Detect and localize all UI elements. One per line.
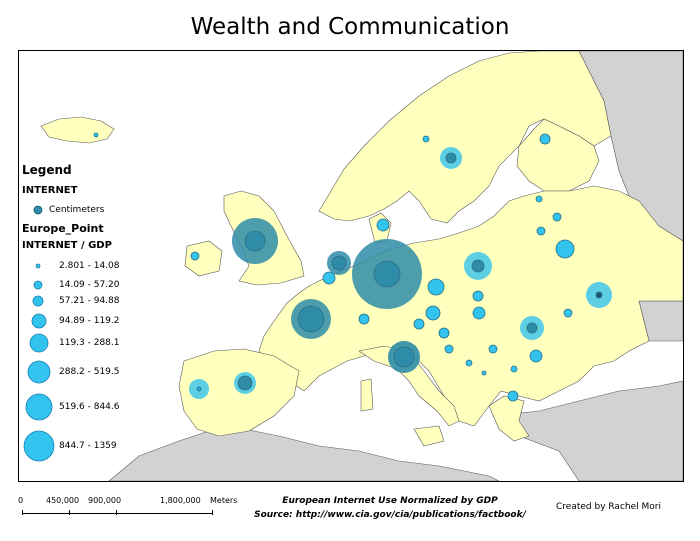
map-title: Wealth and Communication <box>190 14 510 40</box>
legend-class-5-symbol <box>29 333 49 353</box>
non-europe-land <box>108 51 683 481</box>
legend-heading: Legend <box>22 163 72 177</box>
legend-class-5-label: 119.3 - 288.1 <box>59 338 120 348</box>
scale-tick <box>116 510 117 515</box>
credits-line-2: Source: http://www.cia.gov/cia/publicati… <box>254 510 526 520</box>
legend-class-3-label: 57.21 - 94.88 <box>59 296 120 306</box>
legend-class-7-symbol <box>25 393 53 421</box>
legend: Legend INTERNET Centimeters Europe_Point… <box>19 51 169 481</box>
legend-class-6-label: 288.2 - 519.5 <box>59 367 120 377</box>
scale-label-1800000: 1,800,000 <box>160 496 201 505</box>
legend-class-2-symbol <box>33 280 43 290</box>
credits-author: Created by Rachel Mori <box>556 502 661 512</box>
sardinia <box>360 378 374 412</box>
legend-internet-symbol <box>33 205 43 215</box>
legend-class-8-symbol <box>23 430 55 462</box>
legend-class-1-symbol <box>35 263 41 269</box>
legend-symbols <box>23 205 55 462</box>
legend-class-4-symbol <box>31 313 47 329</box>
credits-source: European Internet Use Normalized by GDP … <box>240 494 540 522</box>
legend-internet-unit: Centimeters <box>49 205 105 215</box>
europe-points <box>93 132 603 402</box>
legend-class-7-label: 519.6 - 844.6 <box>59 402 120 412</box>
europe-land <box>40 51 683 447</box>
legend-class-3-symbol <box>32 295 44 307</box>
map-frame[interactable]: Legend INTERNET Centimeters Europe_Point… <box>18 50 684 482</box>
scale-bar: 0 450,000 900,000 1,800,000 Meters <box>18 496 258 526</box>
legend-layer-europe-point: Europe_Point <box>22 222 104 235</box>
greece <box>488 395 530 442</box>
iberia <box>178 348 300 437</box>
scale-tick <box>22 510 23 515</box>
scale-label-900000: 900,000 <box>88 496 122 505</box>
scale-tick <box>69 510 70 515</box>
legend-field-name: INTERNET / GDP <box>22 240 112 251</box>
legend-class-4-label: 94.89 - 119.2 <box>59 316 120 326</box>
legend-class-1-label: 2.801 - 14.08 <box>59 261 120 271</box>
scale-unit-label: Meters <box>210 496 238 505</box>
legend-class-2-label: 14.09 - 57.20 <box>59 280 120 290</box>
legend-class-8-label: 844.7 - 1359 <box>59 441 117 451</box>
scale-tick <box>212 510 213 515</box>
legend-layer-internet: INTERNET <box>22 185 78 196</box>
credits-line-1: European Internet Use Normalized by GDP <box>282 496 498 506</box>
sicily <box>413 425 445 447</box>
scale-line <box>22 513 212 514</box>
map-canvas[interactable] <box>19 51 683 481</box>
ireland <box>184 240 223 277</box>
finland <box>516 118 600 192</box>
scale-label-450000: 450,000 <box>46 496 80 505</box>
legend-class-6-symbol <box>27 360 51 384</box>
continent <box>258 185 683 427</box>
scale-label-0: 0 <box>18 496 24 505</box>
